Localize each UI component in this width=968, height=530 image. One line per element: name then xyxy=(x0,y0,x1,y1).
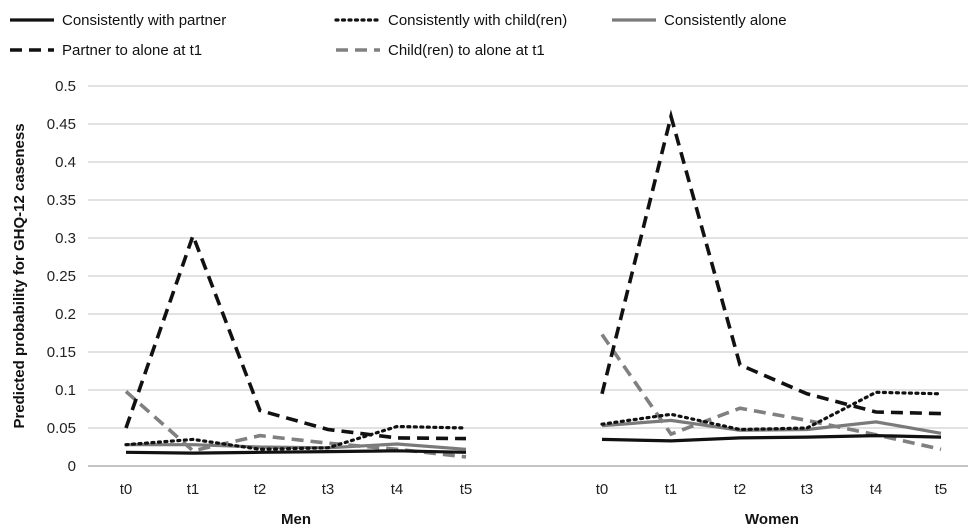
y-tick-label: 0.3 xyxy=(55,230,76,247)
series-line-partner-to-alone-at-t1 xyxy=(124,230,467,441)
series-lines xyxy=(124,109,943,459)
group-label: Men xyxy=(281,511,311,528)
x-tick-label: t3 xyxy=(322,481,335,498)
x-tick-label: t0 xyxy=(596,481,609,498)
y-tick-label: 0.05 xyxy=(47,420,76,437)
x-tick-label: t1 xyxy=(665,481,678,498)
x-tick-label: t3 xyxy=(801,481,814,498)
group-label: Women xyxy=(745,511,799,528)
x-tick-label: t5 xyxy=(935,481,948,498)
x-tick-label: t2 xyxy=(254,481,267,498)
x-tick-label: t2 xyxy=(734,481,747,498)
y-tick-label: 0.1 xyxy=(55,382,76,399)
y-tick-label: 0.2 xyxy=(55,306,76,323)
legend-label: Consistently with child(ren) xyxy=(388,12,567,29)
series-line-consistently-with-child-ren xyxy=(124,424,468,451)
y-axis: 0 0.05 0.1 0.15 0.2 0.25 0.3 0.35 0.4 0.45 0.5 xyxy=(47,78,76,475)
y-axis-title: Predicted probability for GHQ-12 casenes… xyxy=(11,123,28,428)
series-line-consistently-with-partner xyxy=(601,433,942,443)
legend-label: Consistently alone xyxy=(664,12,787,29)
series-line-partner-to-alone-at-t1 xyxy=(600,109,942,416)
legend-label: Partner to alone at t1 xyxy=(62,42,202,59)
y-tick-label: 0.5 xyxy=(55,78,76,95)
y-tick-label: 0.35 xyxy=(47,192,76,209)
y-tick-label: 0.15 xyxy=(47,344,76,361)
legend-label: Child(ren) to alone at t1 xyxy=(388,42,545,59)
y-tick-label: 0.45 xyxy=(47,116,76,133)
x-tick-label: t4 xyxy=(391,481,404,498)
series-line-consistently-with-child-ren xyxy=(600,390,943,432)
y-tick-label: 0.25 xyxy=(47,268,76,285)
gridlines xyxy=(88,85,968,467)
series-line-consistently-alone xyxy=(601,418,942,435)
x-tick-label: t1 xyxy=(187,481,200,498)
x-tick-label: t0 xyxy=(120,481,133,498)
x-tick-label: t5 xyxy=(460,481,473,498)
x-axis: t0 t1 t2 t3 t4 t5 Men t0 t1 t2 t3 t4 t5 Women xyxy=(120,481,948,528)
y-tick-label: 0.4 xyxy=(55,154,76,171)
legend-label: Consistently with partner xyxy=(62,12,226,29)
y-tick-label: 0 xyxy=(68,458,76,475)
x-tick-label: t4 xyxy=(870,481,883,498)
legend: Consistently with partner Consistently wi… xyxy=(10,12,787,59)
series-line-consistently-with-partner xyxy=(125,449,467,455)
